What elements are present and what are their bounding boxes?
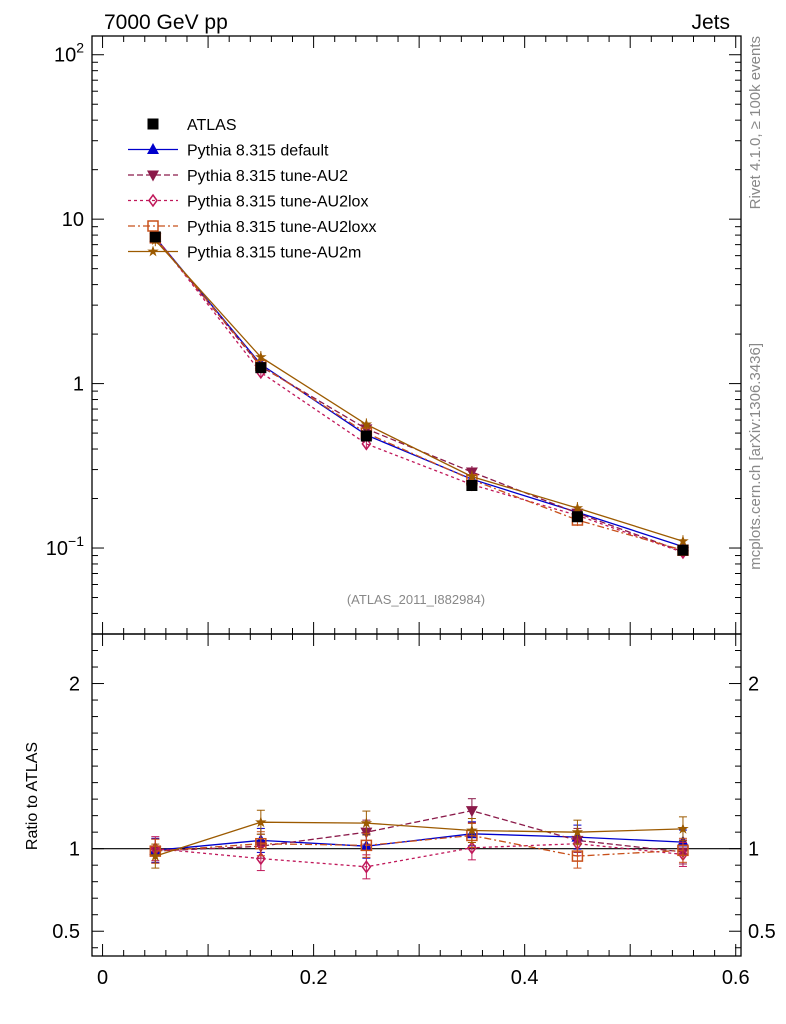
legend: ATLAS Pythia 8.315 default Pythia 8.315 tu… bbox=[128, 117, 376, 262]
ratio-data-point bbox=[466, 824, 478, 836]
ratio-y-tick-label-right: 1 bbox=[748, 839, 759, 861]
series-line bbox=[154, 236, 684, 554]
legend-marker bbox=[147, 220, 159, 232]
legend-marker bbox=[147, 118, 159, 130]
data-point bbox=[571, 511, 583, 523]
data-point bbox=[677, 535, 689, 547]
ratio-data-point bbox=[465, 806, 478, 818]
legend-label: Pythia 8.315 tune-AU2m bbox=[187, 245, 361, 262]
reference-label: (ATLAS_2011_I882984) bbox=[347, 592, 485, 607]
legend-label: Pythia 8.315 tune-AU2 bbox=[187, 168, 348, 185]
ratio-y-tick-label-right: 0.5 bbox=[748, 921, 776, 943]
ratio-panel: 0 0.2 0.4 0.6 0.5 0.5 1 1 2 2 bbox=[52, 633, 776, 989]
ratio-series-pythia-8-315-tune-au2m bbox=[149, 809, 689, 869]
legend-entry-pythia-8-315-tune-au2loxx: Pythia 8.315 tune-AU2loxx bbox=[128, 219, 376, 236]
x-tick-label: 0.2 bbox=[300, 967, 328, 989]
data-point bbox=[677, 544, 689, 556]
legend-label: Pythia 8.315 default bbox=[187, 143, 329, 160]
series-line bbox=[154, 239, 684, 542]
legend-label: ATLAS bbox=[187, 117, 237, 134]
x-tick-label: 0.6 bbox=[722, 967, 750, 989]
data-point bbox=[360, 430, 372, 442]
ratio-y-tick-label: 1 bbox=[69, 839, 80, 861]
legend-entry-pythia-8-315-default: Pythia 8.315 default bbox=[128, 143, 329, 160]
x-tick-label: 0.4 bbox=[511, 967, 539, 989]
ratio-data-point bbox=[677, 844, 689, 857]
ratio-y-tick-label-right: 2 bbox=[748, 674, 759, 696]
data-point bbox=[571, 502, 584, 513]
ratio-data-point bbox=[361, 860, 372, 874]
legend-label: Pythia 8.315 tune-AU2loxx bbox=[187, 219, 376, 236]
y-tick-label: 10 bbox=[62, 209, 84, 231]
ratio-data-point bbox=[255, 816, 267, 828]
y-tick-label: 102 bbox=[54, 40, 84, 67]
data-point bbox=[360, 418, 373, 430]
legend-marker bbox=[147, 245, 159, 257]
ratio-series-line bbox=[155, 833, 684, 851]
ratio-y-axis-label: Ratio to ATLAS bbox=[24, 742, 41, 850]
mcplots-label: mcplots.cern.ch [arXiv:1306.3436] bbox=[747, 343, 764, 570]
series-pythia-8-315-tune-au2 bbox=[149, 231, 689, 559]
legend-entry-pythia-8-315-tune-au2lox: Pythia 8.315 tune-AU2lox bbox=[128, 194, 368, 211]
legend-entry-atlas: ATLAS bbox=[147, 117, 237, 134]
legend-marker bbox=[147, 170, 159, 182]
series-pythia-8-315-tune-au2loxx bbox=[149, 231, 689, 557]
ratio-data-point bbox=[360, 817, 373, 828]
series-atlas bbox=[149, 231, 689, 556]
series-line bbox=[154, 237, 684, 553]
ratio-series-line bbox=[155, 821, 684, 857]
ratio-data-point bbox=[360, 839, 373, 852]
chart-title-left: 7000 GeV pp bbox=[104, 11, 228, 34]
ratio-y-tick-label: 0.5 bbox=[52, 921, 80, 943]
ratio-data-point bbox=[571, 850, 584, 862]
ratio-data-point bbox=[677, 822, 689, 834]
data-point bbox=[466, 470, 478, 482]
ratio-data-point bbox=[149, 850, 161, 861]
series-pythia-8-315-tune-au2m bbox=[149, 234, 689, 548]
ratio-plot-frame bbox=[91, 633, 742, 957]
ratio-series-pythia-8-315-default bbox=[149, 821, 689, 863]
ratio-data-point bbox=[466, 841, 477, 855]
legend-marker bbox=[148, 193, 158, 208]
y-tick-label: 10−1 bbox=[46, 533, 84, 560]
ratio-data-point bbox=[255, 837, 267, 850]
data-point bbox=[466, 480, 478, 492]
ratio-y-tick-label: 2 bbox=[69, 674, 80, 696]
main-panel: 10−1 1 10 102 bbox=[46, 35, 742, 635]
series-pythia-8-315-default bbox=[149, 230, 689, 553]
ratio-series-line bbox=[155, 810, 684, 853]
legend-entry-pythia-8-315-tune-au2m: Pythia 8.315 tune-AU2m bbox=[128, 245, 361, 262]
legend-entry-pythia-8-315-tune-au2: Pythia 8.315 tune-AU2 bbox=[128, 168, 348, 185]
ratio-data-point bbox=[255, 851, 266, 866]
data-point bbox=[361, 437, 372, 451]
data-point bbox=[255, 351, 267, 362]
ratio-series-line bbox=[155, 843, 684, 868]
y-tick-label: 1 bbox=[73, 374, 84, 396]
data-point bbox=[255, 362, 267, 374]
data-point bbox=[149, 231, 161, 243]
legend-label: Pythia 8.315 tune-AU2lox bbox=[187, 194, 368, 211]
series-line bbox=[154, 236, 684, 548]
ratio-data-point bbox=[571, 826, 584, 837]
legend-marker bbox=[147, 143, 159, 154]
series-pythia-8-315-tune-au2lox bbox=[150, 230, 688, 560]
x-tick-label: 0 bbox=[97, 967, 108, 989]
ratio-series-pythia-8-315-tune-au2loxx bbox=[149, 822, 689, 869]
series-line bbox=[154, 237, 684, 551]
chart-title-right: Jets bbox=[691, 11, 730, 34]
rivet-label: Rivet 4.1.0, ≥ 100k events bbox=[747, 36, 764, 209]
